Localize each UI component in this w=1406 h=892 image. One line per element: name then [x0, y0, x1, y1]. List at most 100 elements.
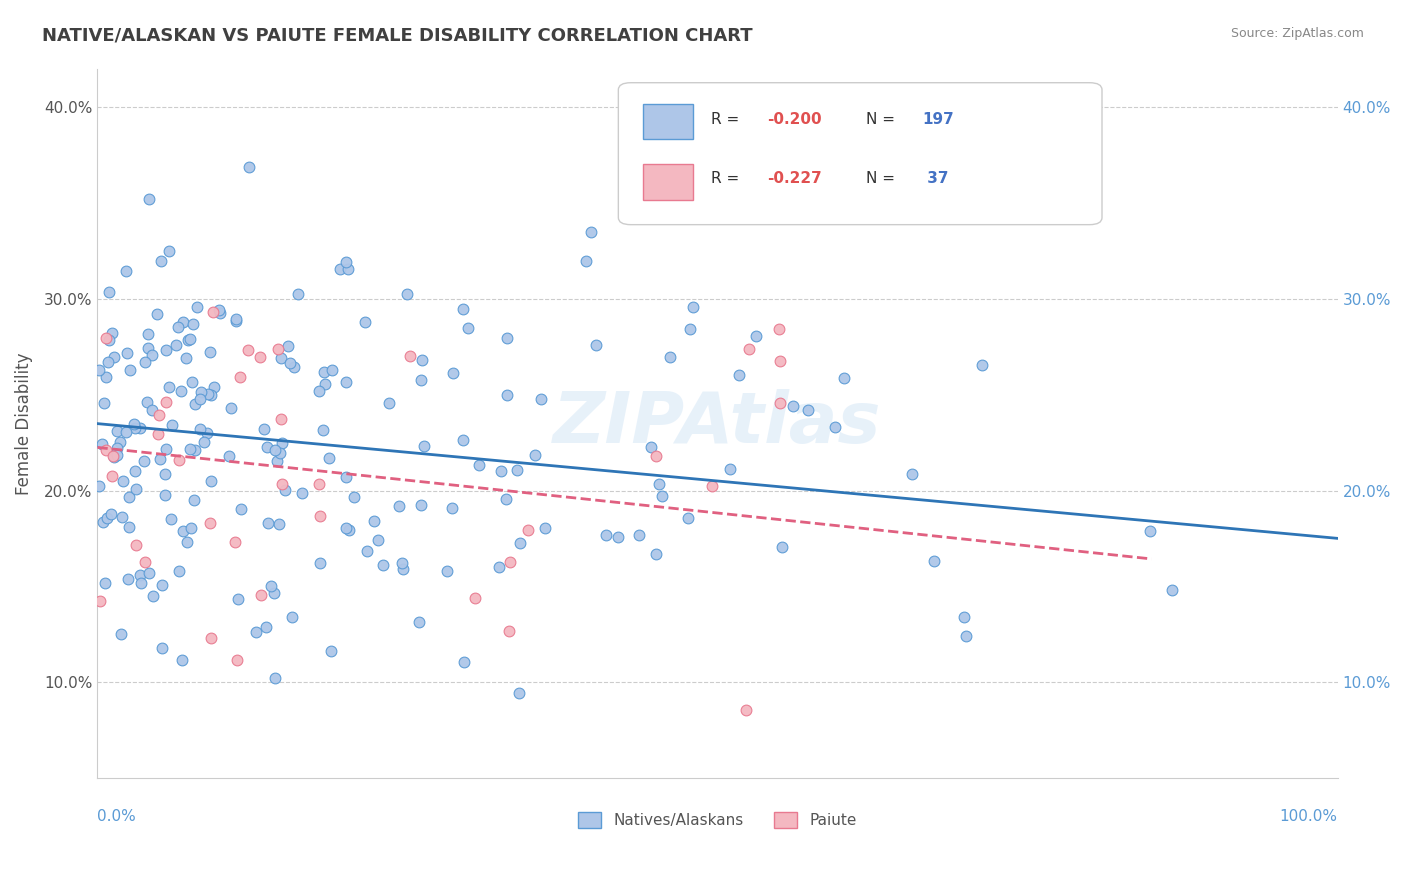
- Point: [225, 314, 247, 328]
- Point: [94, 443, 117, 458]
- Point: [700, 479, 723, 493]
- Point: [190, 385, 212, 400]
- Point: [263, 585, 285, 599]
- Text: NATIVE/ALASKAN VS PAIUTE FEMALE DISABILITY CORRELATION CHART: NATIVE/ALASKAN VS PAIUTE FEMALE DISABILI…: [42, 27, 752, 45]
- Point: [283, 360, 305, 375]
- Point: [782, 399, 804, 413]
- Y-axis label: Female Disability: Female Disability: [15, 352, 32, 495]
- Point: [97, 355, 120, 369]
- Point: [91, 515, 114, 529]
- Point: [309, 556, 332, 570]
- Point: [96, 511, 118, 525]
- Point: [579, 226, 602, 240]
- Point: [136, 327, 159, 342]
- Point: [150, 641, 173, 656]
- Point: [496, 388, 519, 402]
- Text: N =: N =: [866, 171, 900, 186]
- Point: [377, 395, 399, 409]
- Point: [768, 354, 790, 368]
- Point: [122, 417, 145, 432]
- Point: [952, 610, 974, 624]
- Point: [218, 449, 240, 463]
- Point: [155, 488, 177, 502]
- Point: [208, 302, 231, 317]
- Point: [188, 392, 211, 407]
- Point: [198, 344, 221, 359]
- Text: -0.227: -0.227: [768, 171, 823, 186]
- Point: [138, 192, 160, 206]
- Point: [200, 474, 222, 488]
- Point: [267, 516, 290, 531]
- Point: [98, 334, 121, 348]
- Point: [167, 319, 190, 334]
- Point: [266, 343, 288, 357]
- Point: [136, 395, 159, 409]
- Point: [155, 442, 177, 456]
- Point: [277, 339, 299, 353]
- Point: [499, 555, 522, 569]
- Point: [132, 454, 155, 468]
- Point: [436, 564, 458, 578]
- Point: [111, 474, 134, 488]
- Point: [271, 477, 294, 491]
- Point: [627, 528, 650, 542]
- Point: [136, 341, 159, 355]
- Point: [200, 516, 222, 531]
- Point: [270, 411, 292, 425]
- Point: [134, 555, 156, 569]
- Point: [125, 539, 148, 553]
- Point: [146, 427, 169, 442]
- Point: [260, 579, 283, 593]
- Point: [202, 305, 225, 319]
- Point: [529, 392, 551, 406]
- Point: [118, 490, 141, 504]
- Text: Source: ZipAtlas.com: Source: ZipAtlas.com: [1230, 27, 1364, 40]
- Point: [134, 355, 156, 369]
- Point: [595, 528, 617, 542]
- Point: [105, 448, 128, 462]
- Point: [100, 468, 122, 483]
- Point: [249, 351, 271, 365]
- Text: -0.200: -0.200: [768, 112, 821, 128]
- Point: [955, 629, 977, 643]
- Point: [468, 458, 491, 472]
- Point: [142, 589, 165, 603]
- Point: [363, 514, 385, 528]
- Point: [505, 463, 527, 477]
- Point: [337, 262, 360, 277]
- Point: [408, 615, 430, 630]
- Point: [184, 443, 207, 458]
- Point: [124, 464, 146, 478]
- Point: [183, 317, 205, 331]
- Point: [517, 523, 540, 537]
- Point: [575, 254, 598, 268]
- Point: [101, 326, 124, 340]
- Point: [832, 370, 855, 384]
- Point: [409, 373, 432, 387]
- Point: [224, 535, 246, 549]
- Point: [1139, 524, 1161, 538]
- Point: [103, 450, 125, 464]
- Point: [488, 560, 510, 574]
- Point: [111, 509, 134, 524]
- Point: [238, 160, 260, 174]
- Point: [184, 397, 207, 411]
- Point: [354, 315, 377, 329]
- Point: [411, 352, 433, 367]
- FancyBboxPatch shape: [643, 164, 693, 200]
- Point: [534, 521, 557, 535]
- Text: N =: N =: [866, 112, 900, 128]
- Point: [172, 653, 194, 667]
- Point: [329, 261, 352, 276]
- Point: [176, 534, 198, 549]
- Point: [253, 422, 276, 436]
- Legend: Natives/Alaskans, Paiute: Natives/Alaskans, Paiute: [572, 806, 863, 834]
- Point: [202, 380, 225, 394]
- Point: [169, 384, 191, 399]
- Point: [388, 499, 411, 513]
- Point: [180, 520, 202, 534]
- Point: [100, 508, 122, 522]
- Point: [770, 540, 793, 554]
- FancyBboxPatch shape: [619, 83, 1102, 225]
- Point: [509, 536, 531, 550]
